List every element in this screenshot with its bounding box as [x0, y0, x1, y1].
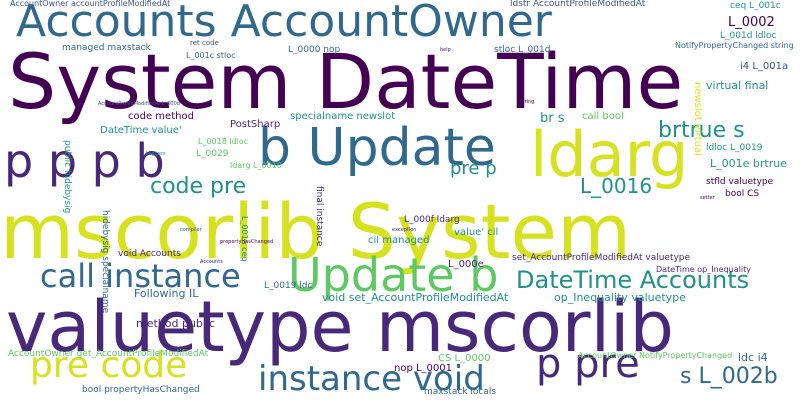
word: code method — [128, 111, 194, 122]
word: string — [520, 99, 535, 105]
word: i4 L_001a — [740, 61, 789, 72]
word: propertyHasChanged — [220, 239, 274, 245]
word: setter — [700, 195, 715, 201]
word: brtrue s — [658, 118, 745, 143]
word: L_0029 — [196, 149, 229, 159]
word: bool propertyHasChanged — [82, 385, 200, 395]
word: L_000e — [448, 259, 484, 270]
word: DateTime op_Inequality — [656, 265, 751, 274]
word: AccountOwner NotifyPropertyChanged — [578, 351, 733, 360]
word: ret code — [190, 39, 219, 47]
word-vertical: L_001a ceq — [240, 216, 249, 262]
word: valuetype mscorlib — [6, 286, 674, 368]
word: L_001d ldloc — [720, 31, 777, 41]
word: help — [440, 47, 451, 53]
word-vertical: newslot virtual — [692, 82, 703, 156]
word: op_Inequality valuetype — [554, 291, 686, 304]
word: L_0019 ldc — [264, 281, 313, 291]
word: System DateTime — [8, 37, 684, 126]
word: maxstack locals — [424, 387, 497, 397]
word: ldarg L_0010 — [230, 161, 282, 170]
word: mscorlib System — [0, 187, 632, 276]
word: ceq L_001c — [730, 1, 781, 11]
word: b Update — [258, 118, 496, 178]
word: p pre — [536, 341, 640, 387]
word: void set_AccountProfileModifiedAt — [322, 291, 509, 304]
word: ldstr AccountProfileModifiedAt — [510, 0, 646, 9]
word: ldc i4 — [738, 351, 768, 364]
word: AccountProfileModifiedAt L_000d — [98, 101, 180, 107]
word: L_0018 ldloc — [198, 137, 249, 146]
word: Accounts AccountOwner — [16, 0, 552, 47]
word-vertical: final instance — [314, 186, 324, 247]
word: L_001c stloc — [186, 51, 236, 60]
word: L_001e brtrue — [710, 157, 787, 170]
word: s L_002b — [680, 364, 778, 389]
word: value' cil — [454, 227, 499, 238]
word: AccountOwner accountProfileModifiedAt — [10, 0, 171, 8]
word: nop L_0001 — [394, 363, 453, 374]
word: void Accounts — [118, 249, 181, 259]
word: pre p — [450, 158, 497, 179]
word: PostSharp — [230, 119, 281, 130]
word: ldloc L_0019 — [706, 143, 763, 153]
word: triggers — [146, 151, 166, 157]
word: call instance — [40, 257, 241, 295]
word: pre code — [30, 345, 188, 386]
word-vertical: public hidebysig — [62, 140, 72, 214]
word-vertical: hidebysig specialname — [100, 210, 110, 314]
word: DateTime Accounts — [516, 266, 750, 294]
word: L_0016 — [580, 174, 653, 198]
word: br s — [540, 111, 565, 126]
word: managed maxstack — [62, 43, 151, 53]
word: DateTime value' — [100, 125, 182, 136]
word: set_AccountProfileModifiedAt valuetype — [512, 253, 691, 263]
word: L_0000 nop — [288, 45, 341, 55]
word: NotifyPropertyChanged string — [675, 41, 794, 50]
word: bool CS — [725, 189, 760, 199]
word: call bool — [582, 111, 624, 122]
word: stloc L_001d — [494, 45, 551, 55]
word: AccountOwner get_AccountProfileModifiedA… — [8, 349, 209, 359]
word: stfld valuetype — [706, 177, 774, 187]
word: exception — [392, 227, 417, 233]
word: virtual final — [706, 79, 769, 92]
word: p p p b — [4, 134, 165, 188]
word: method public — [136, 317, 216, 330]
word: compiler — [180, 227, 202, 233]
word: instance void — [258, 359, 485, 399]
word: CS L_0000 — [438, 353, 491, 364]
word: Following IL — [134, 287, 199, 300]
word: L_0002 — [728, 15, 775, 30]
word: ldarg — [530, 118, 689, 191]
word: Update b — [288, 248, 499, 302]
word: L_000f ldarg — [404, 215, 460, 225]
word: Accounts — [200, 259, 223, 265]
word: specialname newslot — [290, 111, 396, 122]
word: code pre — [150, 174, 247, 199]
word: cil managed — [368, 235, 430, 246]
